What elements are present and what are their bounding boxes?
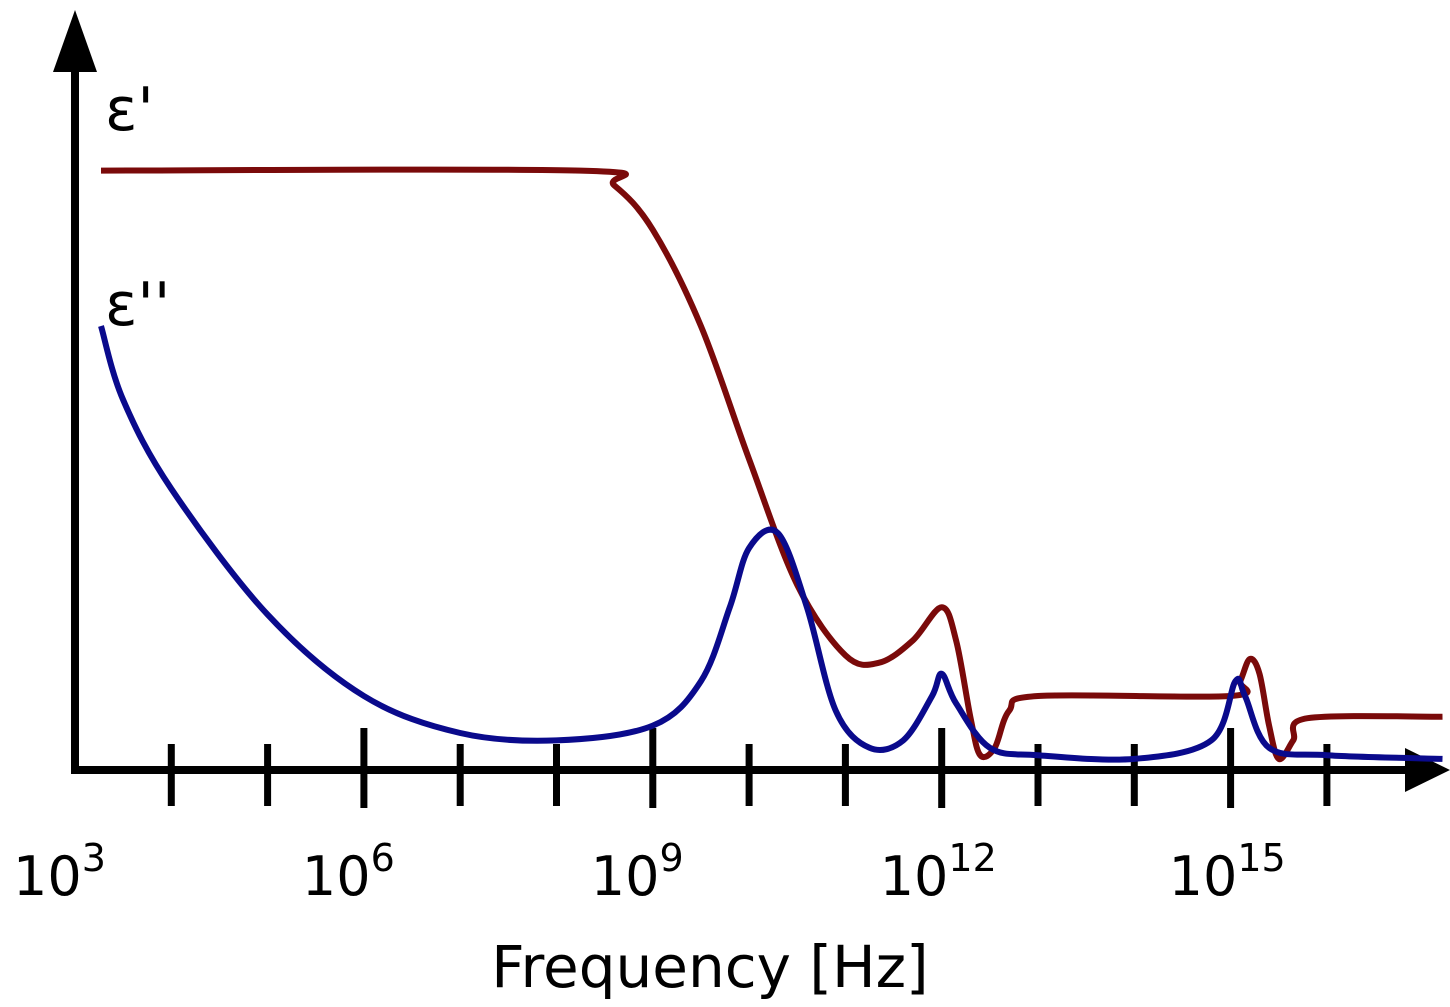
series-line-eps-imag — [98, 325, 1443, 763]
axes — [53, 10, 1450, 792]
x-axis-title: Frequency [Hz] — [491, 933, 928, 1001]
x-ticks — [167, 728, 1331, 808]
series-label-eps-imag: ε'' — [105, 270, 170, 340]
x-tick-label: 1015 — [1169, 836, 1286, 908]
series-label-eps-real: ε' — [105, 75, 154, 145]
x-axis-arrowhead — [1405, 748, 1450, 792]
x-tick-label: 106 — [302, 836, 395, 908]
x-tick-label: 109 — [591, 836, 684, 908]
y-axis-arrowhead — [53, 10, 97, 72]
series-line-eps-real — [100, 166, 1443, 763]
series-lines — [98, 166, 1443, 763]
x-tick-label: 103 — [13, 836, 106, 908]
x-tick-labels: 103 106 109 1012 1015 — [13, 836, 1286, 908]
x-tick-label: 1012 — [880, 836, 997, 908]
